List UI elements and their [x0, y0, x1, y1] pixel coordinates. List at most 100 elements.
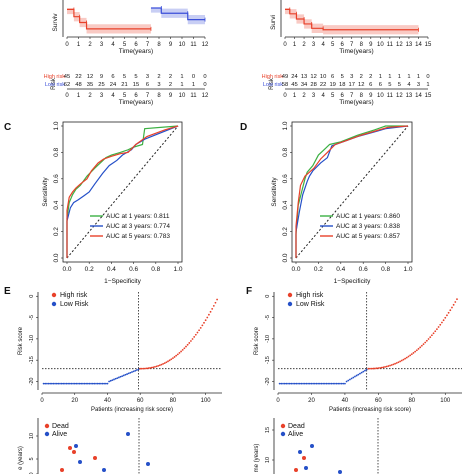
y-tick-label: 15	[265, 427, 271, 433]
status-point	[60, 468, 64, 472]
x-tick-label: 1	[293, 42, 297, 48]
x-tick-label: 0.8	[381, 266, 390, 273]
risk-count: 1	[407, 74, 410, 80]
risk-point	[44, 382, 47, 385]
status-point	[310, 444, 314, 448]
survival-panel-B	[280, 0, 429, 90]
risk-point	[434, 330, 437, 333]
risk-point	[181, 348, 184, 351]
risk-count: 6	[111, 74, 114, 80]
risk-point	[355, 374, 358, 377]
risk-point	[49, 382, 52, 385]
risk-count: 5	[123, 74, 126, 80]
x-tick-label: 11	[387, 42, 394, 48]
x-axis-label: Time(years)	[339, 48, 373, 55]
status-point	[93, 456, 97, 460]
risk-point	[399, 360, 402, 363]
risk-count: 6	[369, 82, 372, 88]
risk-point	[103, 382, 106, 385]
y-tick-label: 0.0	[282, 253, 289, 262]
risk-count: 5	[341, 74, 344, 80]
status-panel-G	[36, 418, 150, 474]
risk-point	[337, 382, 340, 385]
risk-point	[342, 382, 345, 385]
risk-count: 0	[203, 82, 206, 88]
risk-point	[292, 382, 294, 385]
risk-point	[91, 382, 94, 385]
risk-point	[158, 364, 161, 367]
risk-count: 0	[203, 74, 206, 80]
risk-point	[287, 382, 289, 385]
roc-curve-0	[295, 125, 408, 258]
risk-point	[106, 382, 109, 385]
x-tick-label: 8	[360, 42, 364, 48]
risk-count: 45	[64, 74, 70, 80]
y-axis-label: Survi	[270, 15, 277, 30]
risk-point	[375, 367, 378, 370]
risk-point	[170, 358, 173, 361]
risk-point	[124, 373, 127, 376]
risk-score-panel-E	[36, 292, 222, 395]
risk-count: 2	[169, 74, 172, 80]
risk-row-label: Low risk	[263, 82, 283, 88]
risk-x-axis-label: Time(years)	[339, 99, 373, 106]
risk-point	[175, 354, 178, 357]
y-tick-label: 0.6	[53, 174, 60, 183]
y-tick-label: -10	[29, 335, 35, 343]
risk-point	[283, 382, 286, 385]
risk-point	[113, 378, 115, 381]
risk-point	[172, 357, 174, 360]
y-tick-label: 0.0	[53, 253, 60, 262]
risk-point	[312, 382, 315, 385]
y-tick-label: 0.4	[53, 200, 60, 209]
risk-point	[338, 382, 341, 385]
y-tick-label: 0.4	[282, 200, 289, 209]
risk-point	[67, 382, 70, 385]
status-point	[294, 468, 298, 472]
risk-count: 18	[339, 82, 345, 88]
panel-letter: D	[240, 122, 247, 133]
risk-count: 1	[398, 74, 401, 80]
risk-point	[209, 310, 212, 313]
risk-point	[114, 377, 117, 380]
x-tick-label: 15	[425, 42, 432, 48]
risk-point	[196, 331, 199, 334]
risk-point	[82, 382, 84, 385]
risk-point	[62, 382, 65, 385]
risk-row-label: Low risk	[45, 82, 65, 88]
risk-point	[384, 366, 386, 368]
risk-count: 1	[426, 82, 429, 88]
risk-point	[295, 382, 298, 385]
risk-point	[432, 332, 435, 335]
legend-marker	[280, 423, 286, 429]
risk-count: 2	[369, 74, 372, 80]
risk-point	[374, 367, 376, 370]
risk-point	[345, 380, 348, 383]
risk-point	[425, 339, 428, 342]
y-tick-label: -15	[29, 356, 35, 364]
x-tick-label: 3	[100, 42, 104, 48]
risk-count: 49	[282, 74, 288, 80]
y-tick-label: 1.0	[282, 121, 289, 130]
risk-point	[392, 363, 395, 366]
risk-point	[86, 382, 89, 385]
risk-point	[90, 382, 92, 385]
risk-point	[288, 382, 291, 385]
x-tick-label: 3	[312, 42, 316, 48]
risk-count: 2	[360, 74, 363, 80]
x-tick-label: 0	[40, 398, 44, 404]
y-tick-label: 5	[29, 457, 35, 460]
x-tick-label: 0.6	[129, 266, 138, 273]
survival-panel-A	[62, 0, 206, 90]
risk-point	[118, 376, 120, 379]
risk-point	[429, 336, 432, 339]
risk-table-title: Risk	[269, 77, 275, 90]
risk-count: 10	[320, 74, 326, 80]
x-tick-label: 0.6	[359, 266, 368, 273]
risk-x-tick-label: 3	[312, 93, 316, 99]
risk-point	[409, 354, 412, 357]
risk-point	[441, 321, 443, 324]
roc-curve-2	[295, 125, 409, 258]
risk-x-tick-label: 9	[369, 93, 373, 99]
risk-point	[410, 353, 413, 356]
